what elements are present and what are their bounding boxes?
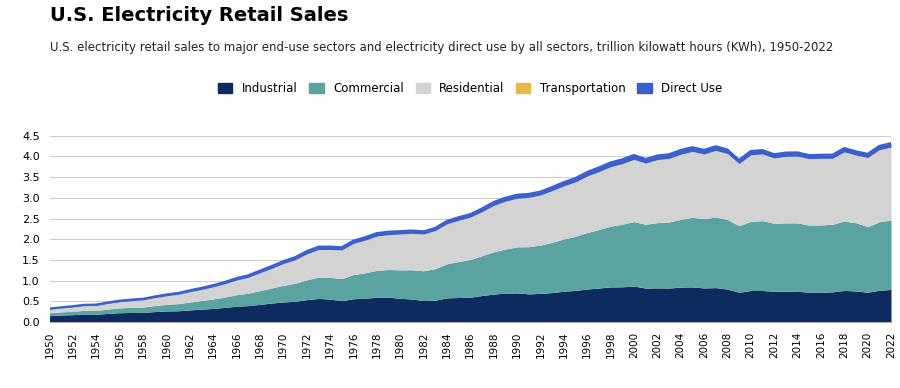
Text: U.S. electricity retail sales to major end-use sectors and electricity direct us: U.S. electricity retail sales to major e… [50,41,832,54]
Text: U.S. Electricity Retail Sales: U.S. Electricity Retail Sales [50,6,348,25]
Legend: Industrial, Commercial, Residential, Transportation, Direct Use: Industrial, Commercial, Residential, Tra… [218,82,723,95]
